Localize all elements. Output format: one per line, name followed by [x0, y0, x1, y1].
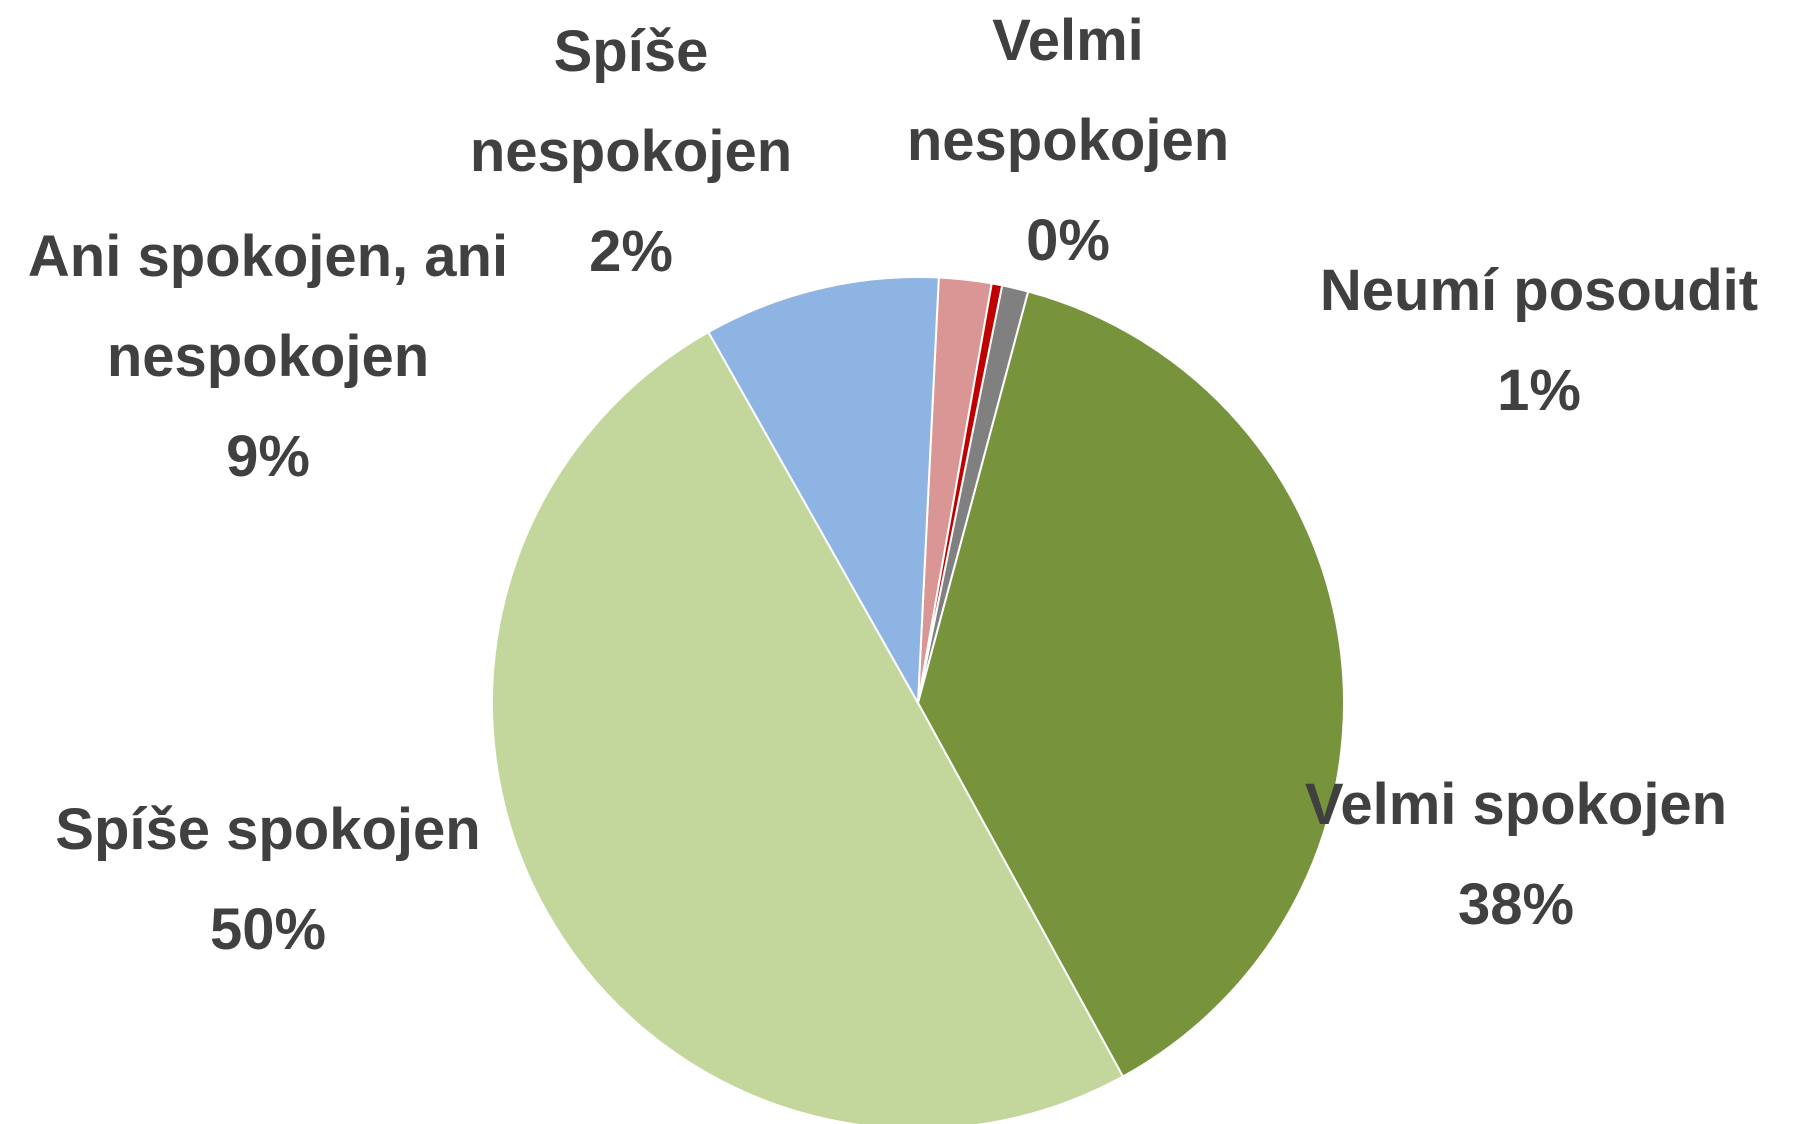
pie-slice [916, 290, 1345, 1078]
category-label: Velmi spokojen [1304, 772, 1728, 837]
data-label: Velmi spokojen 38% [1236, 755, 1796, 955]
value-label: 2% [589, 219, 673, 284]
value-label: 38% [1457, 872, 1575, 937]
category-label: Spíše nespokojen [469, 19, 793, 184]
data-label: Ani spokojen, ani nespokojen 9% [3, 207, 533, 507]
category-label: Spíše spokojen [55, 797, 481, 862]
pie-slice [707, 276, 940, 707]
value-label: 0% [1026, 208, 1110, 273]
pie-slice [491, 330, 1125, 1124]
data-label: Spíše spokojen 50% [0, 780, 538, 980]
data-label: Spíše nespokojen 2% [421, 2, 841, 302]
value-label: 50% [209, 897, 327, 962]
category-label: Neumí posoudit [1319, 258, 1759, 323]
category-label: Velmi nespokojen [906, 8, 1230, 173]
category-label: Ani spokojen, ani nespokojen [27, 224, 509, 389]
data-label: Velmi nespokojen 0% [858, 0, 1278, 291]
value-label: 9% [226, 424, 310, 489]
value-label: 1% [1497, 358, 1581, 423]
data-label: Neumí posoudit 1% [1259, 241, 1819, 441]
